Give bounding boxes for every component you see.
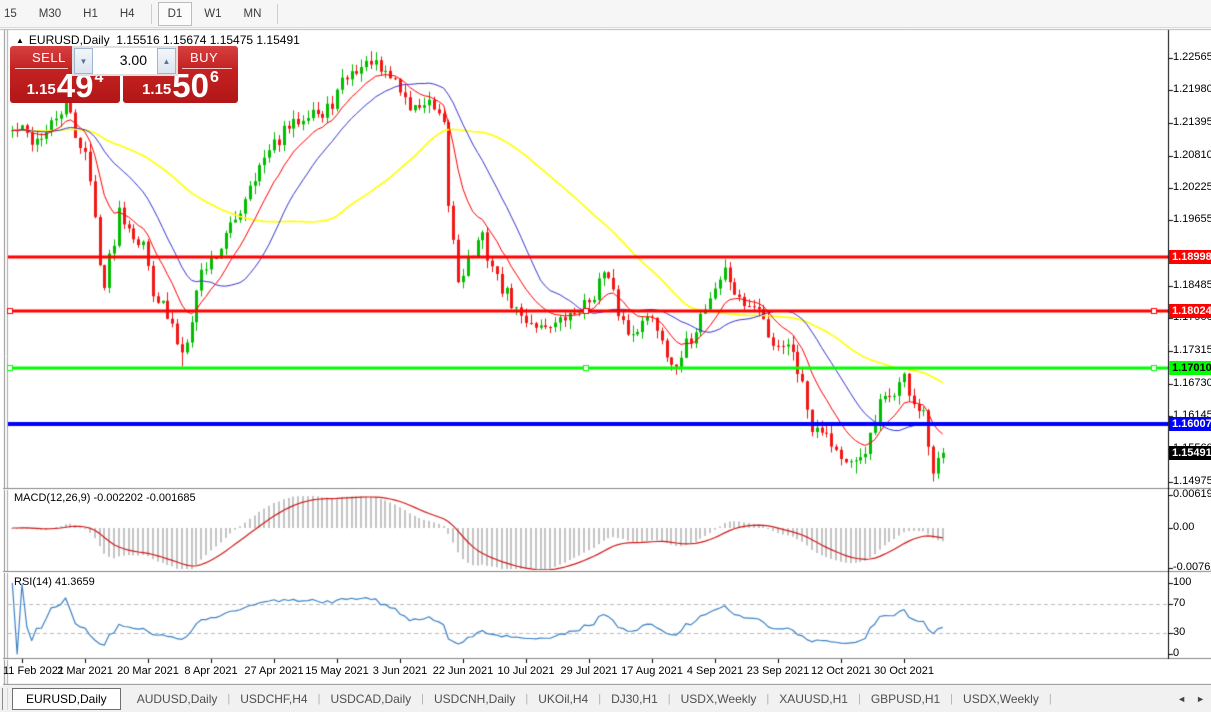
chart-tab-usdx-weekly[interactable]: USDX,Weekly [680, 692, 757, 706]
timeframe-button-w1[interactable]: W1 [204, 7, 222, 20]
buy-price-main: 50 [172, 67, 209, 104]
buy-price-prefix: 1.15 [142, 81, 172, 98]
tab-separator: | [667, 693, 671, 705]
volume-input[interactable]: 3.00 [119, 52, 147, 68]
tab-scroll-right-button[interactable]: ► [1196, 694, 1205, 704]
sell-price-pip: 4 [94, 69, 104, 86]
timeframe-button-h4[interactable]: H4 [119, 7, 135, 20]
timeframe-button-mn[interactable]: MN [243, 7, 262, 20]
chart-tab-usdx-weekly[interactable]: USDX,Weekly [963, 692, 1039, 706]
chart-tab-usdcnh-daily[interactable]: USDCNH,Daily [433, 692, 516, 706]
tab-separator: | [421, 693, 424, 705]
timeframe-button-15[interactable]: 15 [4, 7, 17, 20]
tab-separator: | [317, 693, 321, 705]
chart-tab-dj30-h1[interactable]: DJ30,H1 [611, 692, 658, 706]
one-click-trade-panel: SELL BUY ▼ 3.00 ▲ 1.15 49 4 1.15 50 6 [10, 46, 238, 103]
buy-underline [182, 68, 232, 69]
toolbar-separator [150, 3, 152, 24]
buy-price-pip: 6 [210, 69, 219, 86]
tab-separator: | [227, 693, 231, 705]
timeframe-button-m30[interactable]: M30 [38, 7, 62, 20]
tab-separator: | [857, 693, 861, 705]
toolbar-separator [277, 3, 279, 24]
chart-tab-xauusd-h1[interactable]: XAUUSD,H1 [779, 692, 848, 706]
timeframe-toolbar: 15 M30 H1 H4 D1 W1 MN [0, 0, 1211, 28]
tab-scroll-left-button[interactable]: ◄ [1177, 694, 1187, 704]
chart-tab-audusd-daily[interactable]: AUDUSD,Daily [136, 692, 218, 706]
chart-tab-bar: EURUSD,Daily AUDUSD,Daily | USDCHF,H4 | USDCA… [0, 686, 1211, 712]
volume-increase-button[interactable]: ▲ [157, 48, 176, 74]
timeframe-button-h1[interactable]: H1 [83, 7, 98, 20]
sell-underline [15, 68, 68, 69]
chart-tab-eurusd-daily[interactable]: EURUSD,Daily [12, 688, 121, 710]
trade-panel-toggle-icon[interactable]: ▲ [16, 36, 24, 45]
chart-tab-gbpusd-h1[interactable]: GBPUSD,H1 [870, 692, 941, 706]
buy-button[interactable]: BUY [190, 50, 219, 65]
timeframe-button-d1[interactable]: D1 [157, 1, 193, 26]
tab-separator: | [766, 693, 770, 705]
buy-price-display: 1.15 50 6 [123, 67, 238, 104]
volume-spinner: ▼ 3.00 ▲ [72, 46, 178, 76]
sell-price-prefix: 1.15 [26, 81, 56, 98]
chart-tab-usdchf-h4[interactable]: USDCHF,H4 [240, 692, 308, 706]
sell-button[interactable]: SELL [32, 50, 66, 65]
tabbar-grip [2, 688, 8, 710]
volume-decrease-button[interactable]: ▼ [74, 48, 93, 74]
tab-separator: | [598, 693, 602, 705]
chart-tab-usdcad-daily[interactable]: USDCAD,Daily [330, 692, 412, 706]
tab-separator: | [1048, 693, 1052, 705]
tab-separator: | [950, 693, 954, 705]
tab-separator: | [525, 693, 529, 705]
chart-tab-ukoil-h4[interactable]: UKOil,H4 [538, 692, 589, 706]
